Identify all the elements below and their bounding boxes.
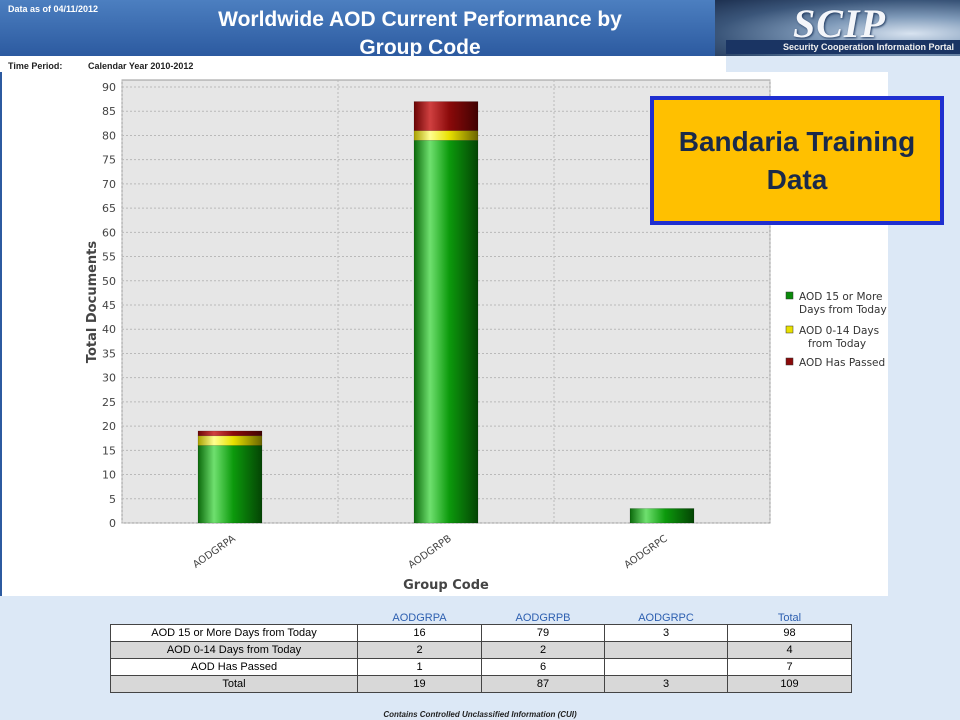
- cui-footer: Contains Controlled Unclassified Informa…: [383, 710, 577, 719]
- scip-logo: SCIP: [793, 1, 886, 46]
- y-tick-label: 60: [102, 226, 116, 239]
- legend-label: AOD Has Passed: [799, 357, 885, 369]
- y-tick-label: 55: [102, 251, 116, 264]
- table-cell: 3: [604, 675, 728, 693]
- y-tick-label: 35: [102, 347, 116, 360]
- row-label: AOD Has Passed: [110, 658, 358, 676]
- bar-segment: [413, 130, 479, 141]
- table-cell: 87: [481, 675, 605, 693]
- y-axis-ticks: 0 5 10 15 20 25 30 35 40 45 50 55 60 65 70 75 80 85 90: [102, 81, 116, 530]
- table-cell: 98: [727, 624, 852, 642]
- y-tick-label: 70: [102, 178, 116, 191]
- table-header-cell: AODGRPB: [515, 612, 571, 624]
- logo-tagline: Security Cooperation Information Portal: [726, 40, 960, 54]
- y-tick-label: 20: [102, 420, 116, 433]
- legend-label: AOD 0-14 Days: [799, 325, 879, 337]
- legend-swatch: [785, 291, 794, 300]
- table-header-blank: [111, 612, 358, 625]
- table-header-cell: Total: [777, 612, 802, 624]
- x-tick-label: AODGRPA: [191, 533, 238, 570]
- table-cell: 2: [481, 641, 605, 659]
- bar-segment: [413, 140, 479, 524]
- table-row-total: Total 19 87 3 109: [110, 675, 852, 693]
- row-label: Total: [110, 675, 358, 693]
- title-line-2: Group Code: [359, 36, 481, 59]
- y-tick-label: 90: [102, 81, 116, 94]
- table-header-cell: AODGRPC: [638, 612, 694, 624]
- bar-segment: [629, 508, 695, 524]
- table-row: AOD 0-14 Days from Today 2 2 4: [110, 641, 852, 659]
- y-tick-label: 10: [102, 469, 116, 482]
- y-tick-label: 45: [102, 299, 116, 312]
- x-tick-label: AODGRPB: [407, 533, 454, 571]
- table-cell: 19: [357, 675, 482, 693]
- y-tick-label: 50: [102, 275, 116, 288]
- bars: [197, 101, 695, 524]
- table-row: AOD Has Passed 1 6 7: [110, 658, 852, 676]
- data-as-of: Data as of 04/11/2012: [8, 4, 99, 14]
- y-axis-label: Total Documents: [85, 241, 100, 364]
- row-label: AOD 15 or More Days from Today: [110, 624, 358, 642]
- legend-label: Days from Today: [799, 304, 887, 316]
- y-tick-label: 40: [102, 323, 116, 336]
- table-cell: 1: [357, 658, 482, 676]
- x-axis-ticks: AODGRPA AODGRPB AODGRPC: [191, 533, 670, 571]
- bar-segment: [197, 445, 263, 524]
- y-tick-label: 85: [102, 105, 116, 118]
- x-tick-label: AODGRPC: [622, 533, 669, 571]
- bar-segment: [197, 435, 263, 446]
- y-tick-label: 65: [102, 202, 116, 215]
- table-cell: 2: [357, 641, 482, 659]
- y-tick-label: 5: [109, 493, 116, 506]
- y-tick-label: 30: [102, 372, 116, 385]
- table-cell: [604, 658, 728, 676]
- bar-segment: [413, 101, 479, 131]
- legend-swatch: [785, 325, 794, 334]
- legend-swatch: [785, 357, 794, 366]
- table-cell: 7: [727, 658, 852, 676]
- table-cell: 16: [357, 624, 482, 642]
- x-axis-label: Group Code: [403, 578, 489, 593]
- y-tick-label: 80: [102, 129, 116, 142]
- table-cell: [604, 641, 728, 659]
- subheader-bar: [0, 56, 726, 72]
- time-period-value: Calendar Year 2010-2012: [88, 61, 194, 71]
- y-tick-label: 0: [109, 517, 116, 530]
- subheader-bar-right: [726, 56, 960, 72]
- header-banner: [0, 0, 960, 56]
- y-tick-label: 25: [102, 396, 116, 409]
- page-title: Worldwide AOD Current Performance by Gro…: [120, 6, 720, 62]
- training-data-callout: Bandaria Training Data: [650, 96, 944, 225]
- time-period-label: Time Period:: [8, 61, 63, 71]
- table-cell: 109: [727, 675, 852, 693]
- table-header-cell: AODGRPA: [392, 612, 447, 624]
- legend-label: AOD 15 or More: [799, 291, 883, 303]
- row-label: AOD 0-14 Days from Today: [110, 641, 358, 659]
- summary-table: AODGRPA AODGRPB AODGRPC Total AOD 15 or …: [110, 612, 852, 693]
- table-cell: 3: [604, 624, 728, 642]
- table-cell: 79: [481, 624, 605, 642]
- y-tick-label: 15: [102, 444, 116, 457]
- y-tick-label: 75: [102, 154, 116, 167]
- legend-label: from Today: [808, 338, 866, 350]
- callout-line-1: Bandaria Training: [678, 125, 916, 157]
- bar-segment: [197, 430, 263, 437]
- table-row: AOD 15 or More Days from Today 16 79 3 9…: [110, 624, 852, 642]
- table-cell: 4: [727, 641, 852, 659]
- table-header-row: AODGRPA AODGRPB AODGRPC Total: [111, 612, 852, 625]
- summary-table-wrap: AODGRPA AODGRPB AODGRPC Total AOD 15 or …: [110, 612, 852, 693]
- callout-line-2: Data: [766, 163, 828, 195]
- left-panel: [0, 72, 72, 596]
- title-line-1: Worldwide AOD Current Performance by: [218, 8, 622, 31]
- table-cell: 6: [481, 658, 605, 676]
